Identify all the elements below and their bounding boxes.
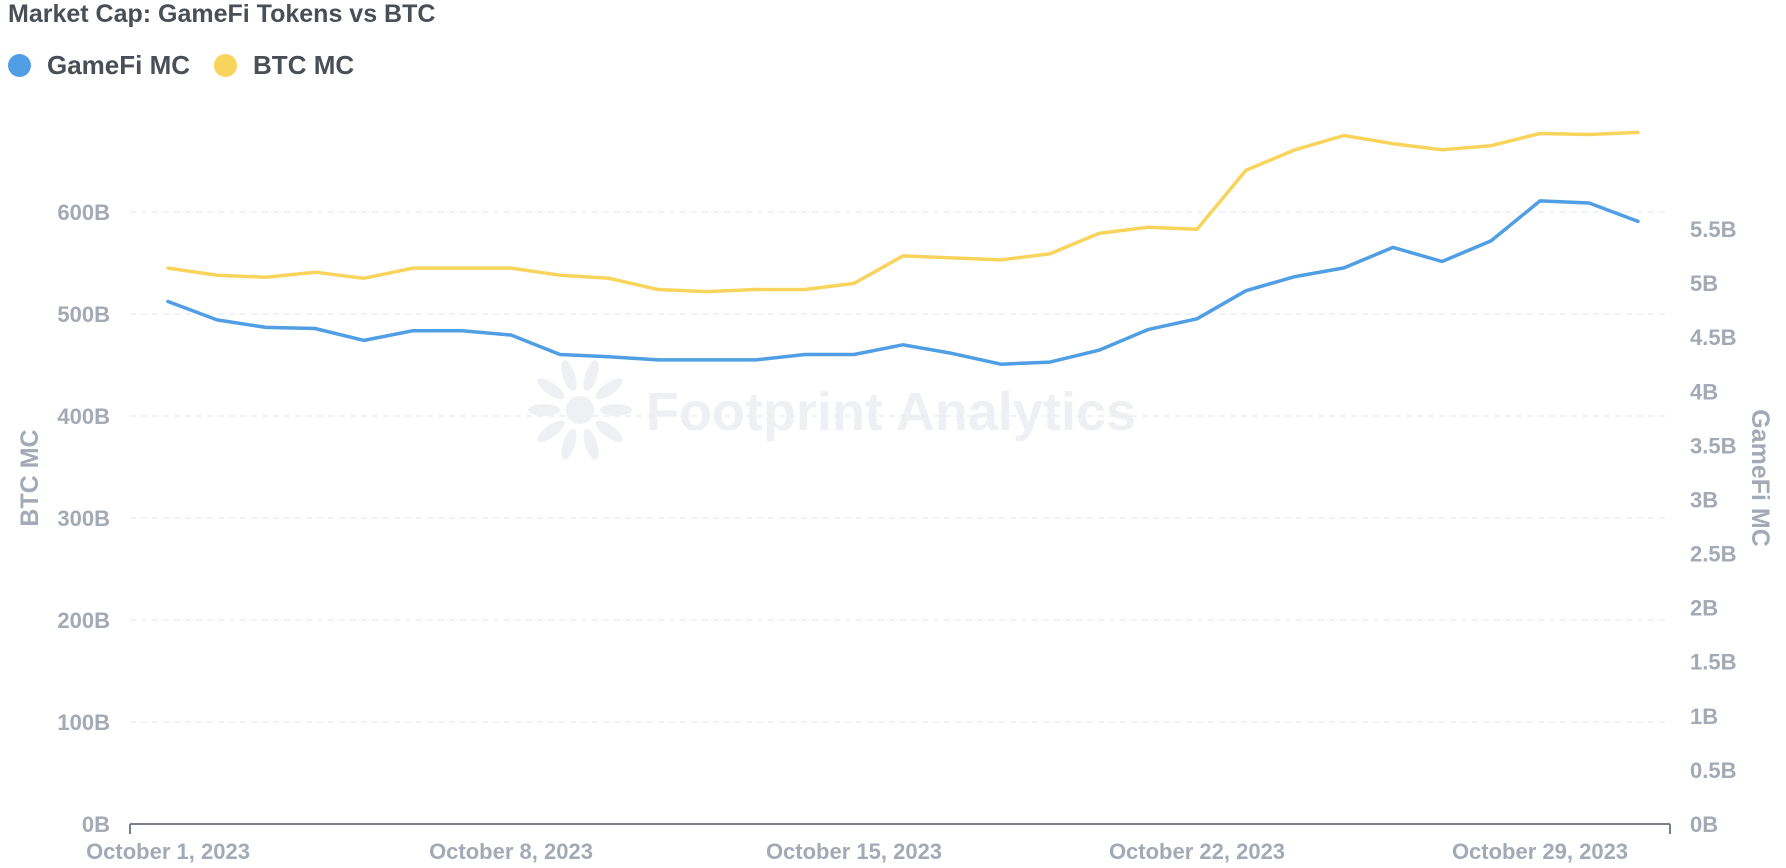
- logo-petal: [595, 420, 623, 442]
- logo-petal: [595, 378, 623, 400]
- legend-dot-btc: [214, 54, 238, 77]
- x-axis-tick-label: October 8, 2023: [429, 839, 593, 864]
- right-axis-tick-label: 5B: [1690, 271, 1718, 296]
- right-axis-title: GameFi MC: [1746, 409, 1774, 547]
- chart-legend: GameFi MC BTC MC: [8, 50, 378, 81]
- right-axis-tick-label: 4B: [1690, 379, 1718, 404]
- legend-label-gamefi: GameFi MC: [47, 50, 191, 80]
- legend-item-btc[interactable]: BTC MC: [214, 50, 354, 81]
- series-line-btc-mc[interactable]: [166, 130, 1640, 294]
- logo-petal: [561, 360, 577, 392]
- right-axis-tick-label: 2.5B: [1690, 542, 1736, 567]
- x-axis-tick-label: October 1, 2023: [86, 839, 250, 864]
- right-axis-tick-label: 4.5B: [1690, 325, 1736, 350]
- logo-petal: [537, 420, 565, 442]
- right-axis-tick-label: 3.5B: [1690, 433, 1736, 458]
- right-axis-tick-label: 1.5B: [1690, 650, 1736, 675]
- x-axis-tick-label: October 15, 2023: [766, 839, 942, 864]
- logo-petal: [537, 378, 565, 400]
- left-axis-tick-label: 200B: [57, 608, 110, 633]
- right-axis-tick-label: 0.5B: [1690, 758, 1736, 783]
- logo-petal: [600, 404, 632, 416]
- left-axis-tick-label: 300B: [57, 506, 110, 531]
- chart-title: Market Cap: GameFi Tokens vs BTC: [8, 0, 436, 28]
- right-axis-tick-label: 0B: [1690, 812, 1718, 837]
- legend-label-btc: BTC MC: [253, 50, 355, 80]
- left-axis-tick-label: 100B: [57, 710, 110, 735]
- right-axis-tick-label: 5.5B: [1690, 217, 1736, 242]
- footprint-logo-icon: [528, 360, 632, 460]
- left-axis-tick-label: 0B: [82, 812, 110, 837]
- logo-petal: [561, 428, 577, 460]
- logo-petal: [583, 360, 599, 392]
- right-axis-tick-label: 1B: [1690, 704, 1718, 729]
- right-axis-tick-label: 2B: [1690, 596, 1718, 621]
- logo-petal: [583, 428, 599, 460]
- left-axis-tick-label: 400B: [57, 404, 110, 429]
- legend-item-gamefi[interactable]: GameFi MC: [8, 50, 190, 81]
- watermark: Footprint Analytics: [528, 360, 1136, 460]
- x-axis-tick-label: October 22, 2023: [1109, 839, 1285, 864]
- logo-center: [566, 396, 594, 424]
- series-line-gamefi-mc[interactable]: [166, 199, 1640, 366]
- left-axis-tick-label: 500B: [57, 302, 110, 327]
- watermark-text: Footprint Analytics: [646, 382, 1136, 442]
- x-axis-tick-label: October 29, 2023: [1452, 839, 1628, 864]
- legend-dot-gamefi: [8, 54, 31, 77]
- left-axis-title: BTC MC: [16, 429, 44, 526]
- logo-petal: [528, 404, 560, 416]
- left-axis-tick-label: 600B: [57, 200, 110, 225]
- right-axis-tick-label: 3B: [1690, 487, 1718, 512]
